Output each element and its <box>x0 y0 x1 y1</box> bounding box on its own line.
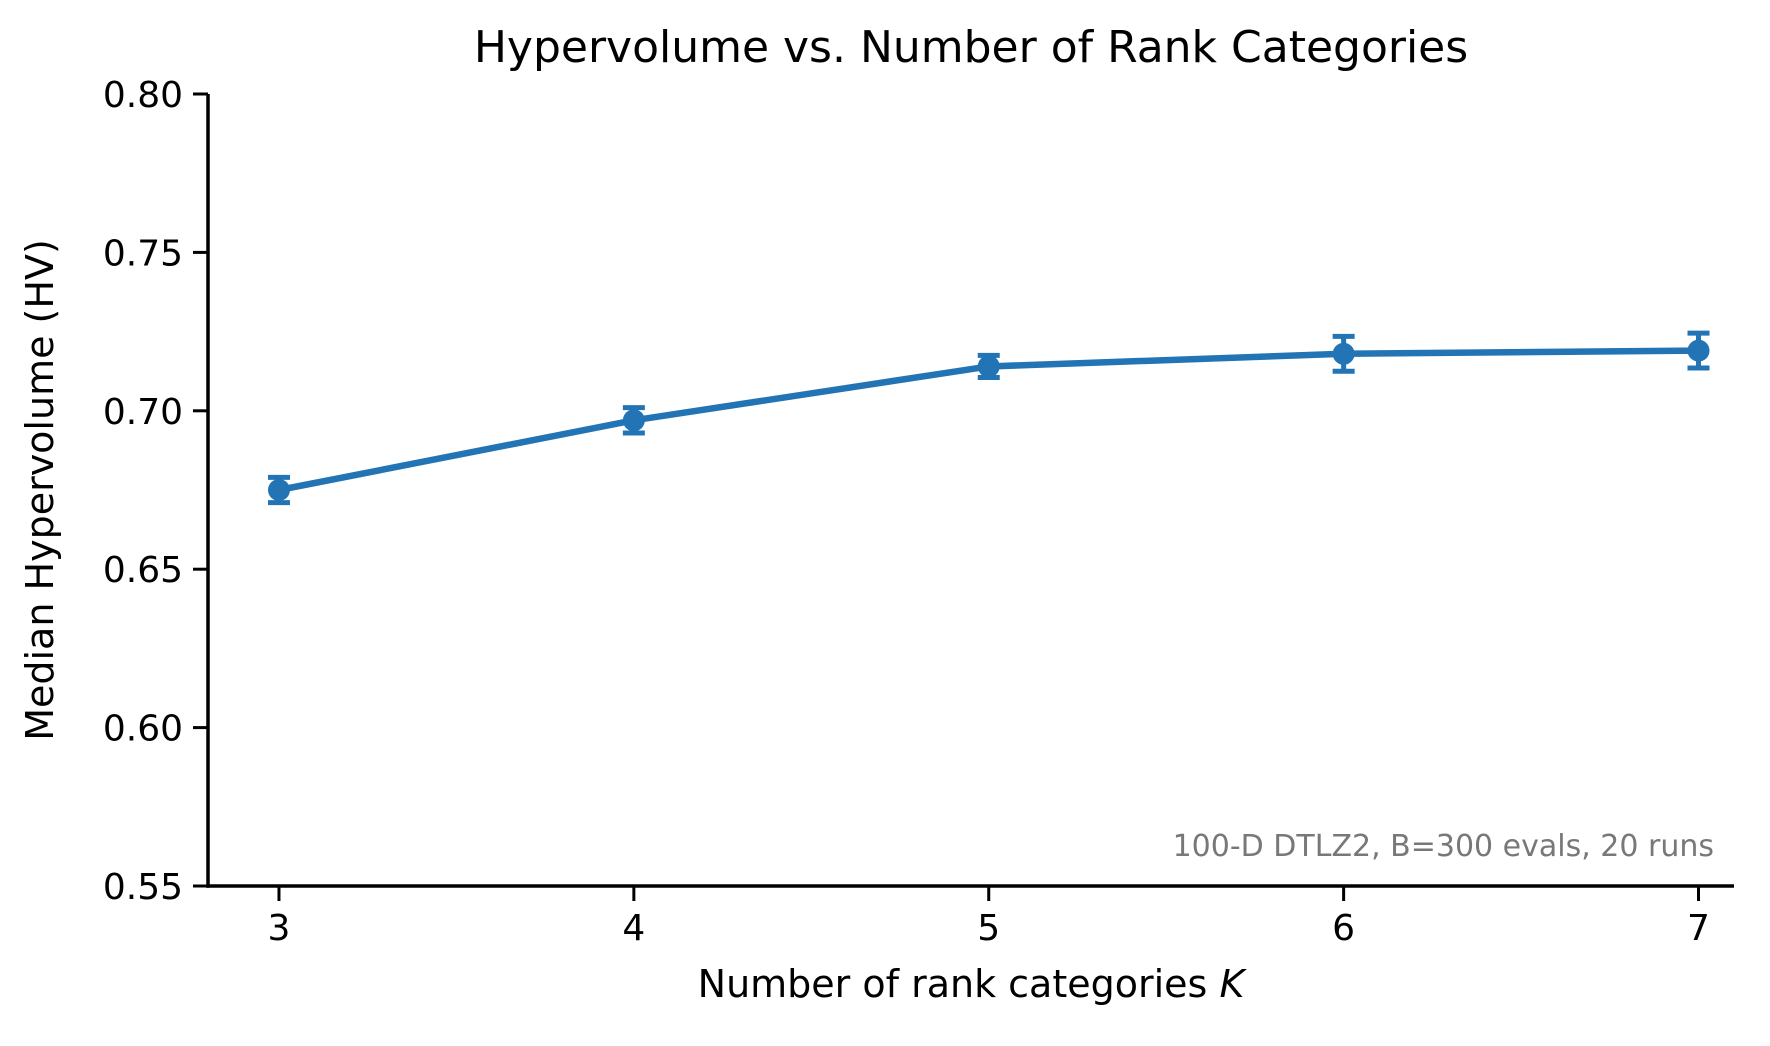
data-point-marker <box>977 355 1000 378</box>
x-tick-label: 4 <box>622 908 645 949</box>
data-point-marker <box>267 479 290 501</box>
x-axis-label-variable: K <box>1219 962 1245 1006</box>
x-tick-label: 7 <box>1687 908 1710 949</box>
y-tick-label: 0.75 <box>103 233 183 274</box>
data-point-marker <box>622 409 645 432</box>
x-tick-label: 5 <box>977 908 1000 949</box>
y-tick-label: 0.55 <box>103 867 183 908</box>
data-point-marker <box>1687 339 1710 362</box>
x-axis-label-text: Number of rank categories <box>697 962 1208 1006</box>
x-tick-label: 6 <box>1332 908 1355 949</box>
x-tick-label: 3 <box>268 908 291 949</box>
y-tick-label: 0.70 <box>103 392 183 433</box>
y-axis-label: Median Hypervolume (HV) <box>18 239 62 741</box>
y-tick-label: 0.80 <box>103 75 183 116</box>
y-tick-label: 0.65 <box>103 550 183 591</box>
x-axis-label: Number of rank categories K <box>208 962 1734 1006</box>
annotation-text: 100-D DTLZ2, B=300 evals, 20 runs <box>1172 829 1714 864</box>
chart-title: Hypervolume vs. Number of Rank Categorie… <box>473 22 1469 73</box>
y-tick-label: 0.60 <box>103 709 183 750</box>
data-point-marker <box>1332 342 1355 365</box>
